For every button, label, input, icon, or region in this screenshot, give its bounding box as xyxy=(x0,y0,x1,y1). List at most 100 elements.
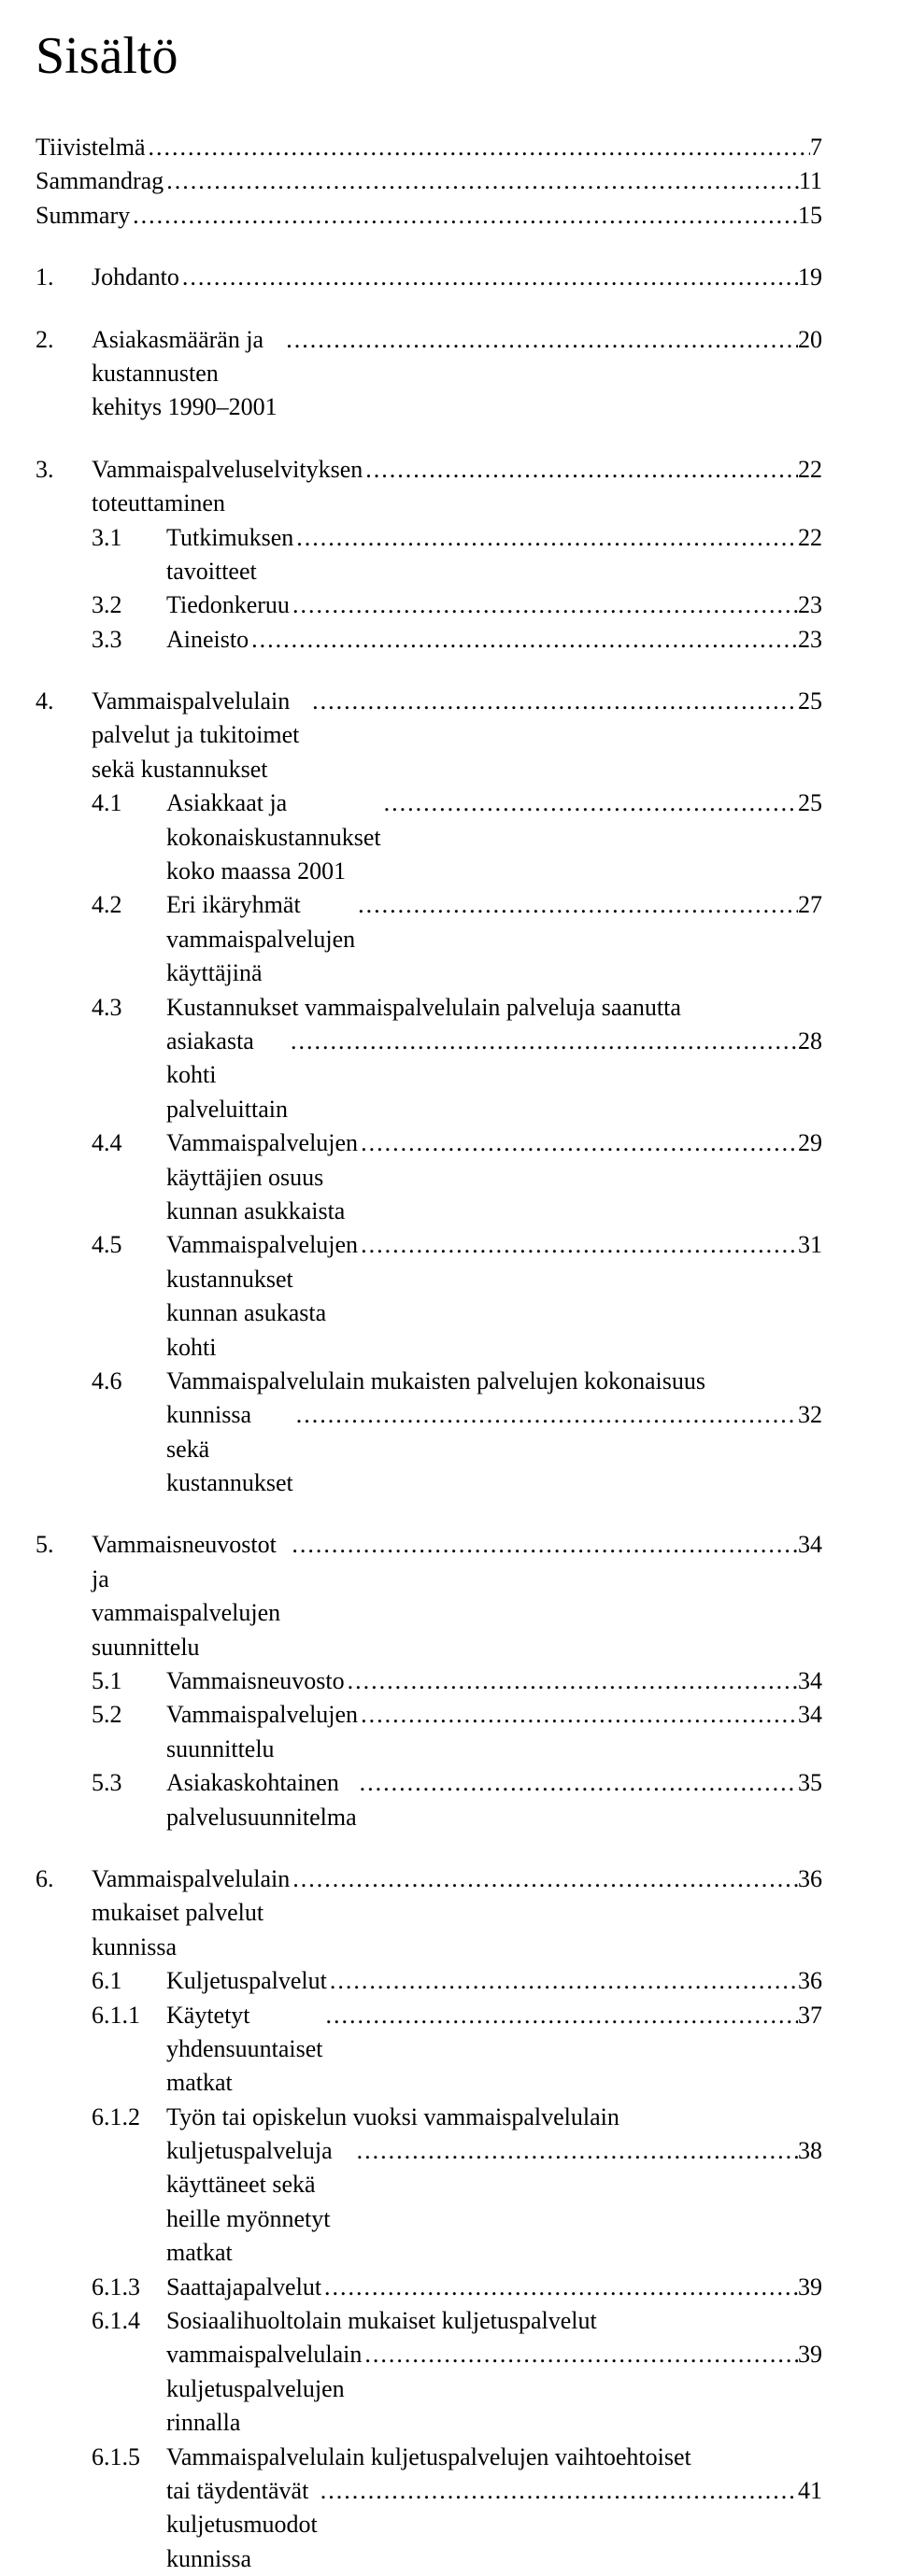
toc-subentry: 4.5 Vammaispalvelujen kustannukset kunna… xyxy=(36,1228,822,1365)
toc-sublabel: Saattajapalvelut xyxy=(166,2271,321,2304)
toc-section-4: 4. Vammaispalvelulain palvelut ja tukito… xyxy=(36,685,822,1500)
toc-page: 37 xyxy=(798,1999,822,2032)
toc-num: 1. xyxy=(36,261,92,294)
toc-entry: 1. Johdanto ............................… xyxy=(36,261,822,294)
toc-subnum: 3.3 xyxy=(92,623,166,657)
toc-subentry: 3.1 Tutkimuksen tavoitteet .............… xyxy=(36,521,822,589)
toc-sublabel: Vammaispalvelujen suunnittelu xyxy=(166,1698,358,1766)
toc-entry: 4. Vammaispalvelulain palvelut ja tukito… xyxy=(36,685,822,786)
toc-subnum: 5.1 xyxy=(92,1664,166,1698)
toc-page: 39 xyxy=(798,2271,822,2304)
toc-page: 23 xyxy=(798,623,822,657)
toc-label: Sammandrag xyxy=(36,164,164,198)
toc-sublabel: Käytetyt yhdensuuntaiset matkat xyxy=(166,1999,323,2101)
toc-num: 4. xyxy=(36,685,92,718)
toc-entry-front: Summary ................................… xyxy=(36,199,822,233)
toc-page: 27 xyxy=(798,888,822,922)
toc-sublabel-cont: asiakasta kohti palveluittain xyxy=(166,1025,288,1126)
toc-page: 41 xyxy=(798,2474,822,2508)
toc-subnum: 6.1.5 xyxy=(92,2441,166,2474)
toc-subnum: 4.1 xyxy=(92,786,166,820)
toc-subnum: 4.3 xyxy=(92,991,166,1025)
toc-leader: ........................................… xyxy=(363,453,798,487)
toc-num: 5. xyxy=(36,1528,92,1562)
toc-subentry: 5.3 Asiakaskohtainen palvelusuunnitelma … xyxy=(36,1766,822,1834)
toc-leader: ........................................… xyxy=(293,521,798,555)
toc-subnum: 3.1 xyxy=(92,521,166,555)
toc-entry: 6. Vammaispalvelulain mukaiset palvelut … xyxy=(36,1862,822,1964)
toc-label: Johdanto xyxy=(92,261,179,294)
toc-page: 29 xyxy=(798,1126,822,1160)
toc-sublabel: Vammaispalvelujen kustannukset kunnan as… xyxy=(166,1228,358,1365)
toc-subnum: 5.2 xyxy=(92,1698,166,1732)
toc-page: 23 xyxy=(798,588,822,622)
toc-label: Asiakasmäärän ja kustannusten kehitys 19… xyxy=(92,323,283,425)
toc-leader: ........................................… xyxy=(327,1964,798,1998)
toc-leader: ........................................… xyxy=(283,323,798,357)
toc-leader: ........................................… xyxy=(355,888,798,922)
toc-subentry: 3.3 Aineisto ...........................… xyxy=(36,623,822,657)
toc-leader: ........................................… xyxy=(321,2271,798,2304)
toc-sublabel: Vammaisneuvosto xyxy=(166,1664,345,1698)
toc-subnum: 6.1.1 xyxy=(92,1999,166,2032)
toc-leader: ........................................… xyxy=(358,1228,798,1262)
toc-sublabel: Tiedonkeruu xyxy=(166,588,290,622)
toc-subnum: 6.1.3 xyxy=(92,2271,166,2304)
toc-subentry: 6.1.4 Sosiaalihuoltolain mukaiset kuljet… xyxy=(36,2304,822,2338)
toc-subnum: 6.1.2 xyxy=(92,2101,166,2134)
toc-leader: ........................................… xyxy=(358,1698,798,1732)
toc-entry-front: Tiivistelmä ............................… xyxy=(36,131,822,164)
toc-leader: ........................................… xyxy=(290,588,798,622)
toc-subentry: 6.1.1 Käytetyt yhdensuuntaiset matkat ..… xyxy=(36,1999,822,2101)
toc-sublabel-cont: vammaispalvelulain kuljetuspalvelujen ri… xyxy=(166,2338,362,2440)
toc-leader: ........................................… xyxy=(318,2474,798,2508)
toc-page: 31 xyxy=(798,1228,822,1262)
toc-subentry-cont: kuljetuspalveluja käyttäneet sekä heille… xyxy=(36,2134,822,2271)
toc-leader: ........................................… xyxy=(290,1862,798,1896)
toc-subnum: 4.6 xyxy=(92,1365,166,1398)
toc-subnum: 6.1 xyxy=(92,1964,166,1998)
toc-sublabel-cont: kuljetuspalveluja käyttäneet sekä heille… xyxy=(166,2134,354,2271)
toc-section-6: 6. Vammaispalvelulain mukaiset palvelut … xyxy=(36,1862,822,2576)
toc-subnum: 4.5 xyxy=(92,1228,166,1262)
toc-sublabel: Kustannukset vammaispalvelulain palveluj… xyxy=(166,991,681,1025)
toc-label: Vammaispalveluselvityksen toteuttaminen xyxy=(92,453,363,521)
toc-leader: ........................................… xyxy=(293,1398,798,1432)
toc-entry: 3. Vammaispalveluselvityksen toteuttamin… xyxy=(36,453,822,521)
toc-sublabel: Työn tai opiskelun vuoksi vammaispalvelu… xyxy=(166,2101,619,2134)
toc-leader: ........................................… xyxy=(354,2134,798,2168)
toc-sublabel: Asiakaskohtainen palvelusuunnitelma xyxy=(166,1766,357,1834)
toc-subnum: 6.1.4 xyxy=(92,2304,166,2338)
toc-subnum: 3.2 xyxy=(92,588,166,622)
toc-subentry: 4.1 Asiakkaat ja kokonaiskustannukset ko… xyxy=(36,786,822,888)
toc-label: Summary xyxy=(36,199,130,233)
toc-subentry: 4.2 Eri ikäryhmät vammaispalvelujen käyt… xyxy=(36,888,822,990)
toc-section-5: 5. Vammaisneuvostot ja vammaispalvelujen… xyxy=(36,1528,822,1834)
toc-subentry: 6.1.5 Vammaispalvelulain kuljetuspalvelu… xyxy=(36,2441,822,2474)
toc-leader: ........................................… xyxy=(130,199,798,233)
toc-page: 36 xyxy=(798,1862,822,1896)
toc-subentry: 6.1 Kuljetuspalvelut ...................… xyxy=(36,1964,822,1998)
toc-entry: 5. Vammaisneuvostot ja vammaispalvelujen… xyxy=(36,1528,822,1664)
toc-num: 6. xyxy=(36,1862,92,1896)
toc-subentry: 4.6 Vammaispalvelulain mukaisten palvelu… xyxy=(36,1365,822,1398)
toc-leader: ........................................… xyxy=(358,1126,798,1160)
toc-entry: 2. Asiakasmäärän ja kustannusten kehitys… xyxy=(36,323,822,425)
toc-num: 3. xyxy=(36,453,92,487)
toc-entry-front: Sammandrag .............................… xyxy=(36,164,822,198)
toc-label: Vammaispalvelulain palvelut ja tukitoime… xyxy=(92,685,309,786)
toc-page: 25 xyxy=(798,786,822,820)
toc-page: 19 xyxy=(798,261,822,294)
toc-leader: ........................................… xyxy=(289,1528,798,1562)
toc-page: 20 xyxy=(798,323,822,357)
page-title: Sisältö xyxy=(36,26,822,86)
toc-sublabel: Vammaispalvelulain mukaisten palvelujen … xyxy=(166,1365,705,1398)
toc-label: Tiivistelmä xyxy=(36,131,146,164)
toc-sublabel: Tutkimuksen tavoitteet xyxy=(166,521,293,589)
toc-leader: ........................................… xyxy=(357,1766,798,1800)
toc-num: 2. xyxy=(36,323,92,357)
toc-section-3: 3. Vammaispalveluselvityksen toteuttamin… xyxy=(36,453,822,657)
toc-page: 22 xyxy=(798,521,822,555)
toc-page: 15 xyxy=(798,199,822,233)
toc-page: 34 xyxy=(798,1698,822,1732)
